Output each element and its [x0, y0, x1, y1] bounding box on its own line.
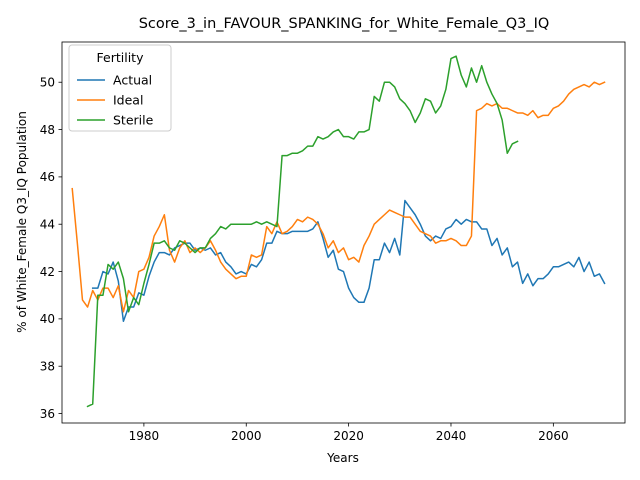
x-tick-label: 2000 — [231, 429, 262, 443]
x-axis-label: Years — [326, 451, 359, 465]
plot-frame — [61, 41, 626, 424]
x-tick-label: 2060 — [538, 429, 569, 443]
legend-label-sterile: Sterile — [113, 113, 154, 128]
legend-label-ideal: Ideal — [113, 93, 143, 108]
y-tick-label: 46 — [40, 170, 55, 184]
legend-title: Fertility — [97, 50, 145, 65]
y-tick-label: 50 — [40, 76, 55, 90]
chart-title: Score_3_in_FAVOUR_SPANKING_for_White_Fem… — [139, 16, 550, 32]
y-tick-label: 38 — [40, 360, 55, 374]
y-tick-label: 42 — [40, 265, 55, 279]
y-tick-label: 40 — [40, 312, 55, 326]
x-tick-label: 2020 — [333, 429, 364, 443]
series-line-sterile — [86, 55, 519, 408]
y-axis-label: % of White_Female Q3_IQ Population — [15, 111, 29, 333]
y-tick-label: 44 — [40, 218, 55, 232]
legend-label-actual: Actual — [113, 73, 152, 88]
axes: 1980 2000 2020 2040 2060 36 38 40 42 44 46 48 50 — [40, 41, 626, 443]
legend-box — [68, 44, 172, 132]
y-tick-label: 48 — [40, 123, 55, 137]
y-tick-label: 36 — [40, 407, 55, 421]
series-line-ideal — [71, 81, 606, 313]
plot-lines — [71, 55, 606, 408]
x-tick-label: 1980 — [129, 429, 160, 443]
series-line-actual — [91, 199, 606, 322]
legend: Fertility Actual Ideal Sterile — [68, 44, 172, 132]
x-tick-label: 2040 — [436, 429, 467, 443]
